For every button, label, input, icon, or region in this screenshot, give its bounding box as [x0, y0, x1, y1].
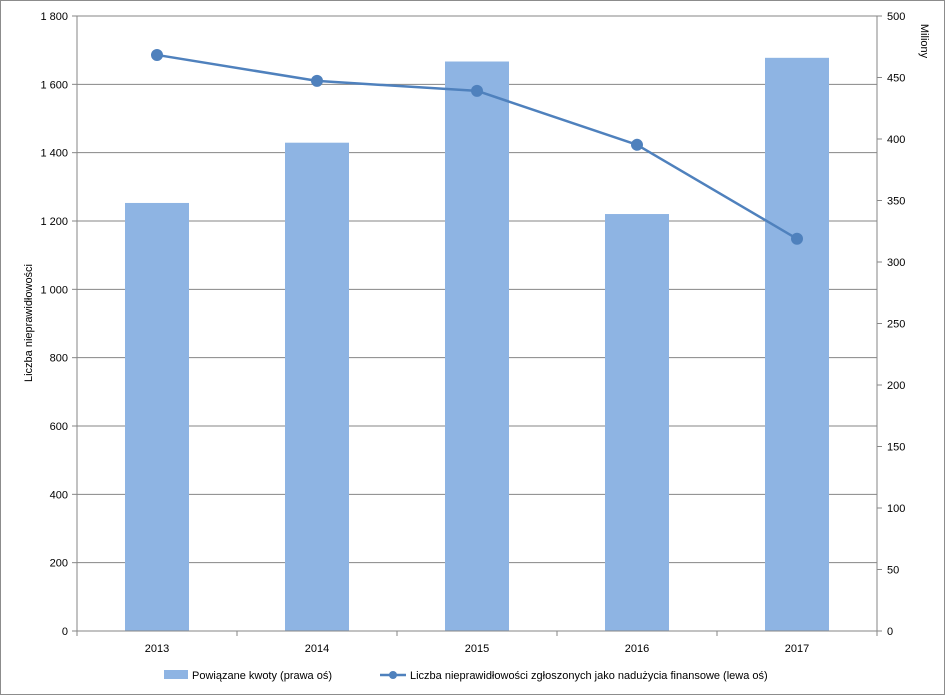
right-axis-ticks: 0 50 100 150 200 250 300 350 400 450 500 [877, 11, 905, 638]
right-axis-title: Miliony [918, 24, 930, 59]
bar [285, 142, 349, 631]
right-tick-label: 450 [887, 73, 905, 85]
left-tick-label: 800 [50, 353, 68, 365]
bar [445, 61, 509, 631]
legend-label-line: Liczba nieprawidłowości zgłoszonych jako… [410, 670, 768, 682]
line-point [631, 138, 643, 151]
left-tick-label: 1 800 [40, 11, 68, 23]
bar [125, 202, 189, 631]
bar [765, 57, 829, 631]
right-tick-label: 0 [887, 626, 893, 638]
x-tick-label: 2014 [305, 643, 329, 655]
legend-swatch-bar [164, 670, 188, 679]
line-series [151, 48, 803, 245]
x-tick-label: 2013 [145, 643, 169, 655]
legend-swatch-marker [389, 671, 397, 679]
line-point [471, 84, 483, 97]
left-tick-label: 1 400 [40, 148, 68, 160]
legend: Powiązane kwoty (prawa oś) Liczba niepraw… [164, 670, 768, 682]
left-tick-label: 600 [50, 421, 68, 433]
left-axis-ticks: 0 200 400 600 800 1 000 1 200 1 400 1 600 1 800 [40, 11, 77, 638]
x-tick-label: 2016 [625, 643, 649, 655]
right-tick-label: 300 [887, 257, 905, 269]
x-axis-ticks: 2013 2014 2015 2016 2017 [76, 631, 878, 655]
left-tick-label: 0 [62, 626, 68, 638]
right-tick-label: 250 [887, 319, 905, 331]
x-tick-label: 2015 [465, 643, 489, 655]
right-tick-label: 150 [887, 442, 905, 454]
right-tick-label: 50 [887, 565, 899, 577]
bar-series [125, 57, 829, 631]
right-tick-label: 200 [887, 380, 905, 392]
line-point [311, 74, 323, 87]
left-tick-label: 200 [50, 558, 68, 570]
x-tick-label: 2017 [785, 643, 809, 655]
right-tick-label: 100 [887, 503, 905, 515]
left-tick-label: 1 200 [40, 216, 68, 228]
left-axis-title: Liczba nieprawidłowości [23, 264, 35, 382]
right-tick-label: 350 [887, 196, 905, 208]
right-tick-label: 400 [887, 134, 905, 146]
line-point [791, 232, 803, 245]
line-point [151, 48, 163, 61]
left-tick-label: 1 000 [40, 284, 68, 296]
left-tick-label: 1 600 [40, 79, 68, 91]
right-tick-label: 500 [887, 11, 905, 23]
legend-label-bar: Powiązane kwoty (prawa oś) [192, 670, 332, 682]
left-tick-label: 400 [50, 489, 68, 501]
bar [605, 214, 669, 631]
